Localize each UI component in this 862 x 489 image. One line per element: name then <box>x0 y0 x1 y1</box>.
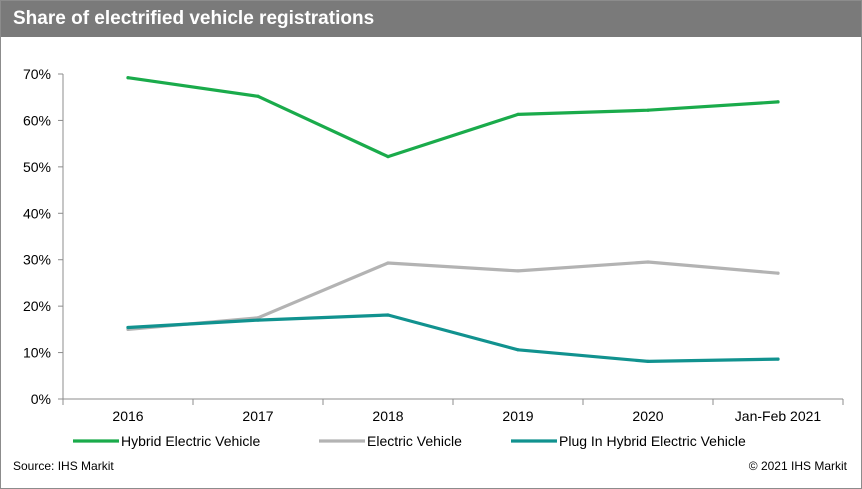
x-tick-label: 2020 <box>632 408 663 424</box>
x-tick-label: 2019 <box>502 408 533 424</box>
y-tick-label: 20% <box>23 298 51 314</box>
data-point <box>516 269 520 273</box>
data-point <box>516 112 520 116</box>
data-point <box>646 260 650 264</box>
legend-label: Hybrid Electric Vehicle <box>121 433 260 449</box>
data-point <box>776 357 780 361</box>
x-tick-label: 2016 <box>112 408 143 424</box>
title-bar: Share of electrified vehicle registratio… <box>1 1 861 37</box>
data-point <box>386 313 390 317</box>
y-tick-label: 70% <box>23 66 51 82</box>
data-point <box>386 261 390 265</box>
y-tick-label: 40% <box>23 205 51 221</box>
data-point <box>256 318 260 322</box>
y-tick-label: 0% <box>31 391 51 407</box>
data-point <box>646 108 650 112</box>
series-line <box>126 76 780 159</box>
legend-label: Plug In Hybrid Electric Vehicle <box>559 433 746 449</box>
source-note: Source: IHS Markit <box>13 459 114 473</box>
copyright-note: © 2021 IHS Markit <box>748 459 847 473</box>
x-tick-label: Jan-Feb 2021 <box>735 408 822 424</box>
y-tick-label: 60% <box>23 112 51 128</box>
y-tick-label: 10% <box>23 345 51 361</box>
data-point <box>256 94 260 98</box>
data-point <box>776 271 780 275</box>
chart-title: Share of electrified vehicle registratio… <box>13 8 375 29</box>
x-tick-label: 2017 <box>242 408 273 424</box>
data-point <box>646 359 650 363</box>
x-tick-label: 2018 <box>372 408 403 424</box>
y-tick-label: 50% <box>23 159 51 175</box>
data-point <box>386 155 390 159</box>
data-point <box>126 76 130 80</box>
y-tick-label: 30% <box>23 252 51 268</box>
line-chart: 0% 10% 20% 30% 40% 50% 60% 70% 2016 2017 2018 2019 2… <box>23 66 844 449</box>
data-point <box>516 348 520 352</box>
series-line <box>126 260 780 331</box>
legend-label: Electric Vehicle <box>367 433 462 449</box>
data-point <box>776 100 780 104</box>
series-line <box>126 313 780 363</box>
data-point <box>126 325 130 330</box>
